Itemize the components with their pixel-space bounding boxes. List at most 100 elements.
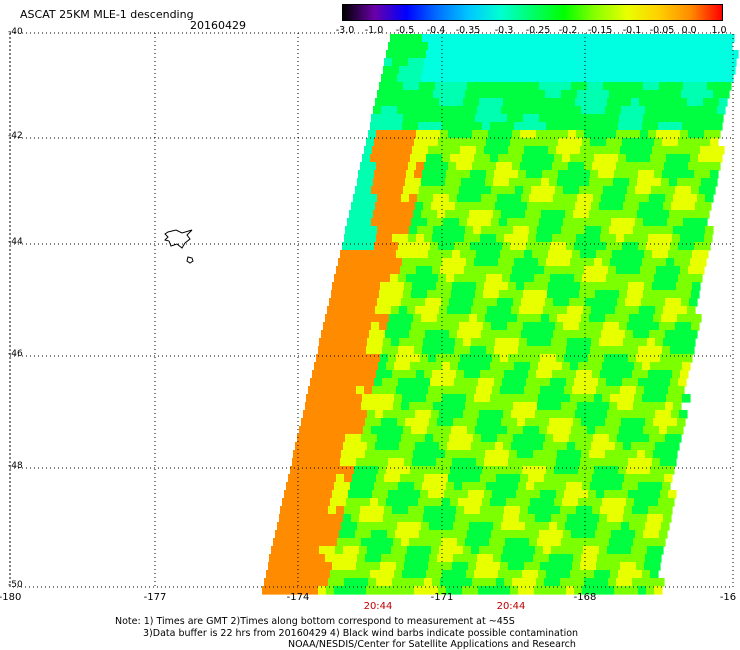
swath-cell (550, 242, 559, 251)
swath-cell (492, 562, 501, 571)
swath-cell (464, 506, 473, 515)
swath-cell (667, 82, 676, 91)
swath-cell (647, 338, 656, 347)
swath-cell (312, 474, 321, 483)
swath-cell (456, 578, 465, 587)
swath-cell (598, 170, 607, 179)
swath-cell (668, 354, 677, 363)
swath-cell (597, 418, 606, 427)
swath-cell (581, 314, 590, 323)
swath-cell (421, 106, 430, 115)
swath-cell (326, 482, 335, 491)
colorbar-tick-label: -0.05 (649, 25, 675, 36)
swath-cell (635, 114, 644, 123)
swath-cell (473, 90, 482, 99)
swath-cell (590, 346, 599, 355)
swath-cell (705, 194, 714, 203)
swath-cell (458, 362, 467, 371)
swath-cell (431, 338, 440, 347)
swath-cell (623, 514, 632, 523)
swath-cell (532, 42, 541, 51)
swath-cell (449, 434, 458, 443)
swath-cell (665, 90, 674, 99)
swath-cell (423, 442, 432, 451)
swath-cell (442, 466, 451, 475)
swath-cell (575, 66, 584, 75)
swath-cell (649, 194, 658, 203)
swath-cell (507, 218, 516, 227)
swath-cell (537, 538, 546, 547)
swath-cell (303, 514, 312, 523)
swath-cell (543, 66, 552, 75)
swath-cell (458, 122, 467, 131)
swath-cell (680, 266, 689, 275)
swath-cell (566, 274, 575, 283)
swath-cell (491, 322, 500, 331)
swath-cell (613, 554, 622, 563)
swath-cell (347, 426, 356, 435)
swath-cell (407, 338, 416, 347)
swath-cell (542, 242, 551, 251)
swath-cell (339, 426, 348, 435)
swath-cell (644, 490, 653, 499)
swath-cell (476, 282, 485, 291)
swath-cell (401, 226, 410, 235)
swath-cell (363, 426, 372, 435)
swath-cell (526, 482, 535, 491)
swath-cell (664, 370, 673, 379)
swath-cell (651, 322, 660, 331)
swath-cell (329, 434, 338, 443)
swath-cell (586, 466, 595, 475)
swath-cell (381, 314, 390, 323)
swath-cell (498, 50, 507, 59)
swath-cell (674, 258, 683, 267)
swath-cell (373, 554, 382, 563)
swath-cell (353, 298, 362, 307)
swath-cell (727, 66, 736, 75)
swath-cell (406, 242, 415, 251)
swath-cell (525, 210, 534, 219)
swath-cell (476, 386, 485, 395)
swath-cell (690, 154, 699, 163)
swath-cell (399, 410, 408, 419)
swath-cell (499, 186, 508, 195)
swath-cell (360, 234, 369, 243)
swath-cell (455, 514, 464, 523)
swath-cell (457, 194, 466, 203)
swath-cell (592, 234, 601, 243)
swath-cell (400, 130, 409, 139)
swath-cell (468, 386, 477, 395)
swath-cell (640, 234, 649, 243)
swath-cell (391, 514, 400, 523)
swath-cell (592, 58, 601, 67)
swath-cell (520, 234, 529, 243)
swath-cell (512, 130, 521, 139)
swath-cell (410, 362, 419, 371)
swath-cell (559, 546, 568, 555)
swath-cell (670, 346, 679, 355)
swath-cell (662, 378, 671, 387)
swath-cell (416, 130, 425, 139)
swath-cell (602, 570, 611, 579)
swath-cell (669, 314, 678, 323)
swath-cell (658, 122, 667, 131)
swath-cell (467, 426, 476, 435)
swath-cell (494, 378, 503, 387)
swath-cell (348, 562, 357, 571)
swath-cell (678, 34, 687, 43)
swath-cell (563, 218, 572, 227)
swath-cell (396, 386, 405, 395)
swath-cell (596, 250, 605, 259)
swath-cell (301, 522, 310, 531)
swath-cell (619, 322, 628, 331)
swath-cell (580, 490, 589, 499)
swath-cell (659, 82, 668, 91)
swath-cell (414, 170, 423, 179)
swath-cell (377, 298, 386, 307)
swath-cell (350, 586, 359, 595)
swath-cell (607, 306, 616, 315)
swath-cell (648, 162, 657, 171)
swath-cell (422, 482, 431, 491)
swath-cell (600, 162, 609, 171)
swath-cell (439, 338, 448, 347)
